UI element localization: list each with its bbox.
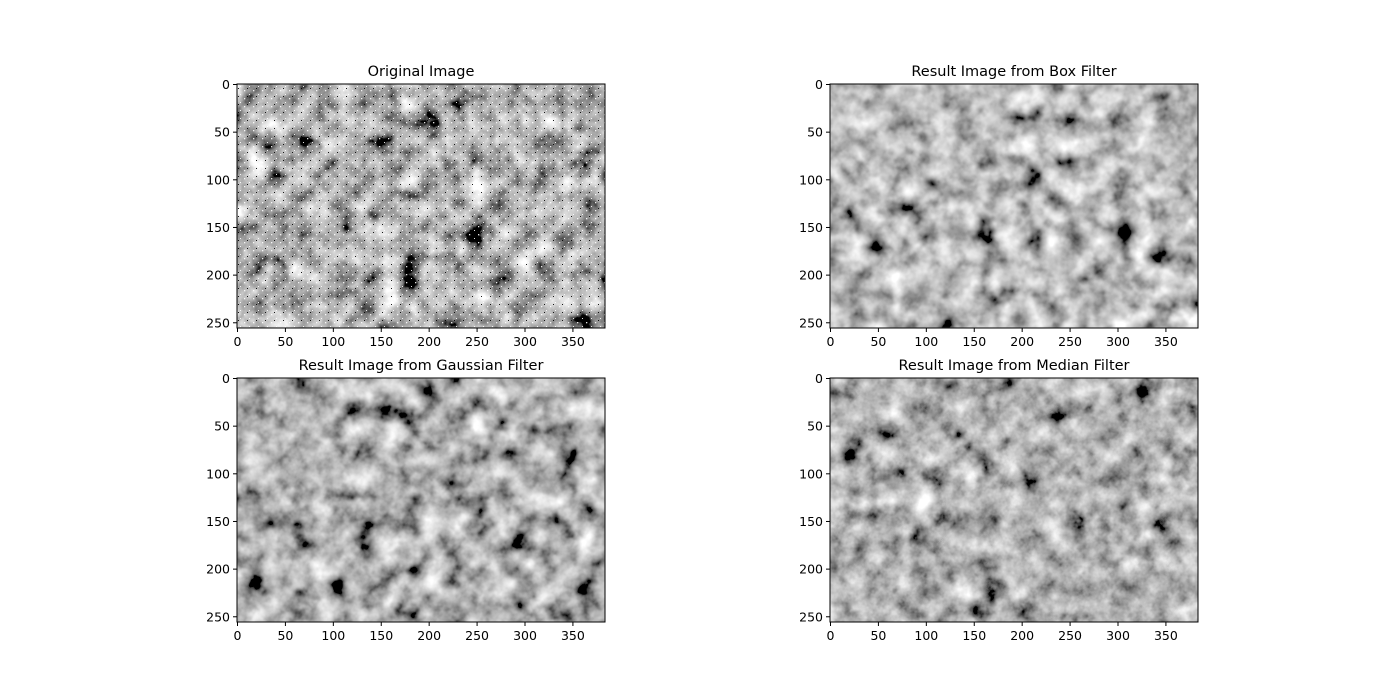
x-tick-label: 250 [1058, 334, 1082, 349]
x-tick-label: 200 [1010, 334, 1034, 349]
axes-frame [236, 377, 606, 623]
axes-frame [236, 83, 606, 329]
y-tick-label: 100 [206, 466, 230, 481]
y-tick-label: 150 [206, 514, 230, 529]
y-tick-label: 100 [799, 466, 823, 481]
image-area [830, 84, 1198, 328]
image-pixels [237, 378, 605, 622]
image-area [237, 84, 605, 328]
x-tick-label: 300 [513, 628, 537, 643]
y-tick-label: 250 [206, 315, 230, 330]
x-tick-label: 300 [513, 334, 537, 349]
x-tick-label: 350 [561, 334, 585, 349]
x-tick-label: 0 [827, 628, 835, 643]
y-tick-label: 50 [214, 419, 230, 434]
y-tick-label: 100 [799, 172, 823, 187]
image-pixels [830, 84, 1198, 328]
x-tick-label: 100 [321, 334, 345, 349]
x-tick-label: 150 [962, 628, 986, 643]
x-tick-label: 300 [1106, 334, 1130, 349]
x-tick-label: 300 [1106, 628, 1130, 643]
x-tick-label: 200 [1010, 628, 1034, 643]
y-tick-label: 200 [799, 268, 823, 283]
x-tick-label: 200 [417, 334, 441, 349]
y-tick-label: 150 [799, 220, 823, 235]
image-pixels [830, 378, 1198, 622]
panel-result-image-from-median-filter: Result Image from Median Filter 0 50 100 150… [799, 358, 1199, 643]
y-tick-label: 150 [206, 220, 230, 235]
x-tick-label: 100 [914, 334, 938, 349]
x-tick-label: 50 [870, 334, 886, 349]
panel-title: Result Image from Box Filter [911, 64, 1116, 80]
x-tick-label: 150 [369, 334, 393, 349]
panel-title: Result Image from Gaussian Filter [299, 358, 544, 374]
x-tick-label: 0 [234, 628, 242, 643]
y-tick-label: 200 [799, 562, 823, 577]
panel-result-image-from-gaussian-filter: Result Image from Gaussian Filter 0 50 100 1… [206, 358, 606, 643]
x-tick-label: 150 [962, 334, 986, 349]
x-tick-label: 200 [417, 628, 441, 643]
x-tick-label: 0 [234, 334, 242, 349]
x-tick-label: 50 [277, 334, 293, 349]
y-tick-label: 0 [815, 371, 823, 386]
y-tick-label: 50 [214, 125, 230, 140]
y-tick-label: 200 [206, 268, 230, 283]
x-tick-label: 250 [465, 334, 489, 349]
y-tick-label: 0 [222, 371, 230, 386]
y-tick-label: 50 [807, 125, 823, 140]
panel-title: Result Image from Median Filter [898, 358, 1129, 374]
salt-pepper-noise [237, 84, 605, 328]
y-tick-label: 250 [799, 609, 823, 624]
x-tick-label: 100 [321, 628, 345, 643]
panel-original-image: Original Image 0 50 100 150 200 250 300 350 0 50 10… [206, 64, 606, 349]
y-tick-label: 200 [206, 562, 230, 577]
y-tick-label: 100 [206, 172, 230, 187]
x-tick-label: 350 [1154, 334, 1178, 349]
x-tick-label: 250 [465, 628, 489, 643]
y-tick-label: 50 [807, 419, 823, 434]
x-tick-label: 350 [561, 628, 585, 643]
panel-result-image-from-box-filter: Result Image from Box Filter 0 50 100 150 200… [799, 64, 1199, 349]
image-area [830, 378, 1198, 622]
x-tick-label: 50 [870, 628, 886, 643]
x-tick-label: 100 [914, 628, 938, 643]
x-tick-label: 150 [369, 628, 393, 643]
y-tick-label: 250 [206, 609, 230, 624]
y-tick-label: 150 [799, 514, 823, 529]
y-tick-label: 0 [222, 77, 230, 92]
y-tick-label: 0 [815, 77, 823, 92]
axes-frame [829, 377, 1199, 623]
image-area [237, 378, 605, 622]
x-tick-label: 50 [277, 628, 293, 643]
x-tick-label: 250 [1058, 628, 1082, 643]
x-tick-label: 0 [827, 334, 835, 349]
axes-frame [829, 83, 1199, 329]
y-tick-label: 250 [799, 315, 823, 330]
panel-title: Original Image [368, 64, 475, 80]
x-tick-label: 350 [1154, 628, 1178, 643]
